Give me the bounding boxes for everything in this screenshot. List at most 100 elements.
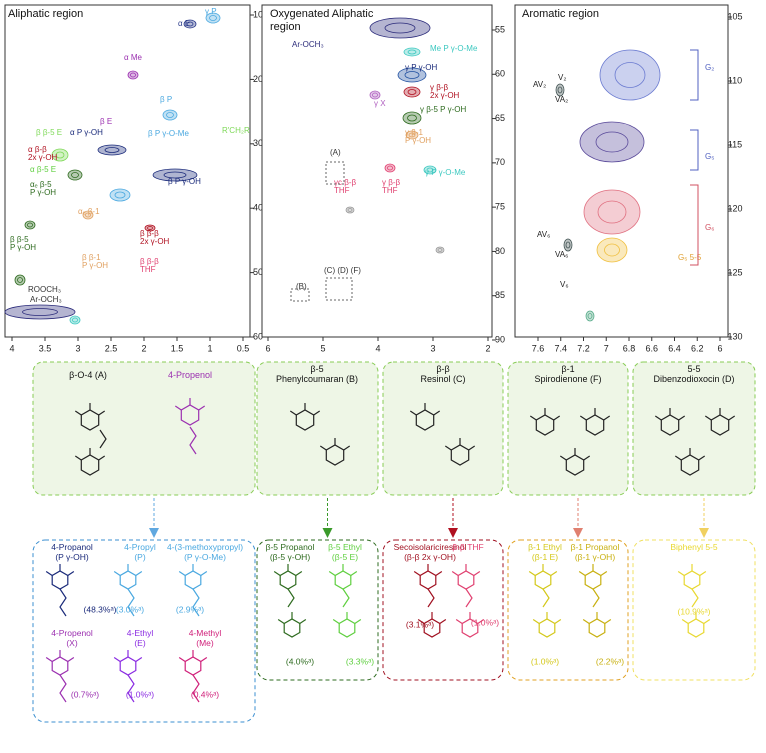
peak-label-line: THF bbox=[140, 265, 156, 274]
cross-peak-core bbox=[614, 62, 646, 88]
cross-peak-core bbox=[27, 222, 33, 228]
peak-label-line: α β-5 E bbox=[30, 165, 56, 174]
peak-label-line: P γ-OH bbox=[10, 243, 36, 252]
spectrum-frame bbox=[4, 4, 251, 338]
peak-label-line: G₂ bbox=[705, 63, 714, 72]
bond bbox=[135, 657, 143, 662]
y-tick-label: 130 bbox=[727, 331, 742, 341]
peak-label: β β-β 2x γ-OH bbox=[140, 229, 170, 246]
peak-label-line: α β-β bbox=[28, 145, 47, 154]
cross-peak bbox=[423, 165, 437, 175]
x-tick-label: 1.5 bbox=[171, 343, 184, 353]
cross-peak bbox=[402, 111, 422, 125]
peak-label: β P γ-OH bbox=[168, 177, 201, 186]
peak-label-line: ROOCH₃ bbox=[28, 285, 61, 294]
x-tick-label: 4 bbox=[375, 343, 380, 353]
linkage-box bbox=[507, 361, 629, 496]
product-name: β-1 Ethyl (β-1 E) bbox=[528, 542, 562, 562]
product-name-line: 4-Ethyl bbox=[127, 628, 154, 638]
peak-label: γ β-1 P γ-OH bbox=[405, 128, 431, 145]
peak-label: β P γ-O-Me bbox=[148, 129, 189, 138]
ring bbox=[334, 570, 352, 590]
bond bbox=[528, 571, 536, 576]
dashed-region bbox=[325, 277, 353, 301]
bond bbox=[67, 571, 75, 576]
chain bbox=[592, 588, 600, 608]
product-amount: (48.3%ᵃ) bbox=[84, 604, 117, 614]
peak-label-line: 2x γ-OH bbox=[28, 153, 58, 162]
peak-label: AV₂ bbox=[533, 80, 546, 89]
chain bbox=[59, 674, 67, 703]
peak-label: (A) bbox=[330, 148, 341, 157]
peak-label-line: α Me bbox=[124, 53, 143, 62]
peak-label-line: G₅ bbox=[705, 152, 714, 161]
arrow-head bbox=[448, 528, 458, 538]
peak-label-line: 2x γ-OH bbox=[430, 91, 460, 100]
x-tick-label: 3 bbox=[430, 343, 435, 353]
product-name: 4-Propyl (P) bbox=[124, 542, 156, 562]
product-name-line: (β-β 2x γ-OH) bbox=[404, 552, 456, 562]
arrow-head bbox=[573, 528, 583, 538]
y-tick-label: 75 bbox=[495, 202, 505, 212]
bond bbox=[198, 405, 206, 411]
linkage-title: β-1 Spirodienone (F) bbox=[534, 364, 601, 384]
peak-label-line: α E bbox=[178, 19, 190, 28]
peak-label-line: γ β-β bbox=[430, 83, 448, 92]
cross-peak bbox=[369, 90, 381, 100]
product-name-line: (P γ-OH) bbox=[55, 552, 89, 562]
cross-peak-core bbox=[72, 317, 78, 323]
ring bbox=[588, 618, 606, 638]
peak-label: β β-β THF bbox=[140, 257, 159, 274]
cross-peak-core bbox=[587, 313, 593, 319]
x-tick-label: 3 bbox=[75, 343, 80, 353]
bond bbox=[332, 619, 340, 624]
spectrum-frame bbox=[261, 4, 493, 338]
peak-label-line: γ β-5 P γ-OH bbox=[420, 105, 466, 114]
x-tick-label: 7.2 bbox=[577, 343, 590, 353]
peak-label-line: V₆ bbox=[560, 280, 569, 289]
product-name-line: β-1 Ethyl bbox=[528, 542, 562, 552]
chain bbox=[189, 426, 197, 455]
chain bbox=[465, 588, 473, 608]
cross-peak bbox=[435, 246, 445, 254]
peak-label: ROOCH₃ bbox=[28, 285, 61, 294]
bond bbox=[45, 571, 53, 576]
product-amount: (1.0%ᵃ) bbox=[471, 617, 499, 627]
linkage-box bbox=[256, 361, 379, 496]
y-tick-label: 60 bbox=[495, 69, 505, 79]
cross-peak bbox=[127, 70, 139, 80]
linkage-title-line: β-β bbox=[436, 364, 449, 374]
x-tick-label: 6 bbox=[717, 343, 722, 353]
bond bbox=[559, 455, 567, 461]
chain bbox=[342, 588, 350, 608]
cross-peak bbox=[4, 304, 76, 320]
bond bbox=[550, 571, 558, 576]
product-name-line: (β-1 γ-OH) bbox=[575, 552, 615, 562]
peak-label: Me P γ-O-Me bbox=[430, 44, 478, 53]
x-tick-label: 2 bbox=[485, 343, 490, 353]
peak-label-line: 2x γ-OH bbox=[140, 237, 170, 246]
cross-peak-core bbox=[209, 15, 217, 21]
cross-peak-core bbox=[437, 248, 443, 252]
product-name-line: (P) bbox=[134, 552, 146, 562]
linkage-title-line: 4-Propenol bbox=[168, 370, 212, 380]
cross-peak-core bbox=[387, 165, 393, 171]
cross-peak-core bbox=[604, 243, 620, 257]
cross-peak bbox=[384, 163, 396, 173]
product-amount: (3.0%ᵃ) bbox=[116, 604, 144, 614]
peak-label: V₂ bbox=[558, 73, 566, 82]
peak-label-line: γ X bbox=[374, 99, 386, 108]
peak-label-line: β β-1 bbox=[82, 253, 101, 262]
peak-label-line: β β-5 bbox=[10, 235, 29, 244]
y-tick-label: 20 bbox=[253, 74, 263, 84]
linkage-title-line: Dibenzodioxocin (D) bbox=[653, 374, 734, 384]
product-box bbox=[632, 539, 756, 681]
linkage-box bbox=[382, 361, 504, 496]
peak-label: α Me bbox=[124, 53, 143, 62]
cross-peak bbox=[24, 220, 36, 230]
product-name: 4-(3-methoxypropyl) (P γ-O-Me) bbox=[167, 542, 243, 562]
bracket bbox=[690, 49, 699, 101]
product-amount: (0.4%ᵃ) bbox=[191, 689, 219, 699]
product-name-line: (X) bbox=[66, 638, 78, 648]
bond bbox=[654, 415, 662, 421]
